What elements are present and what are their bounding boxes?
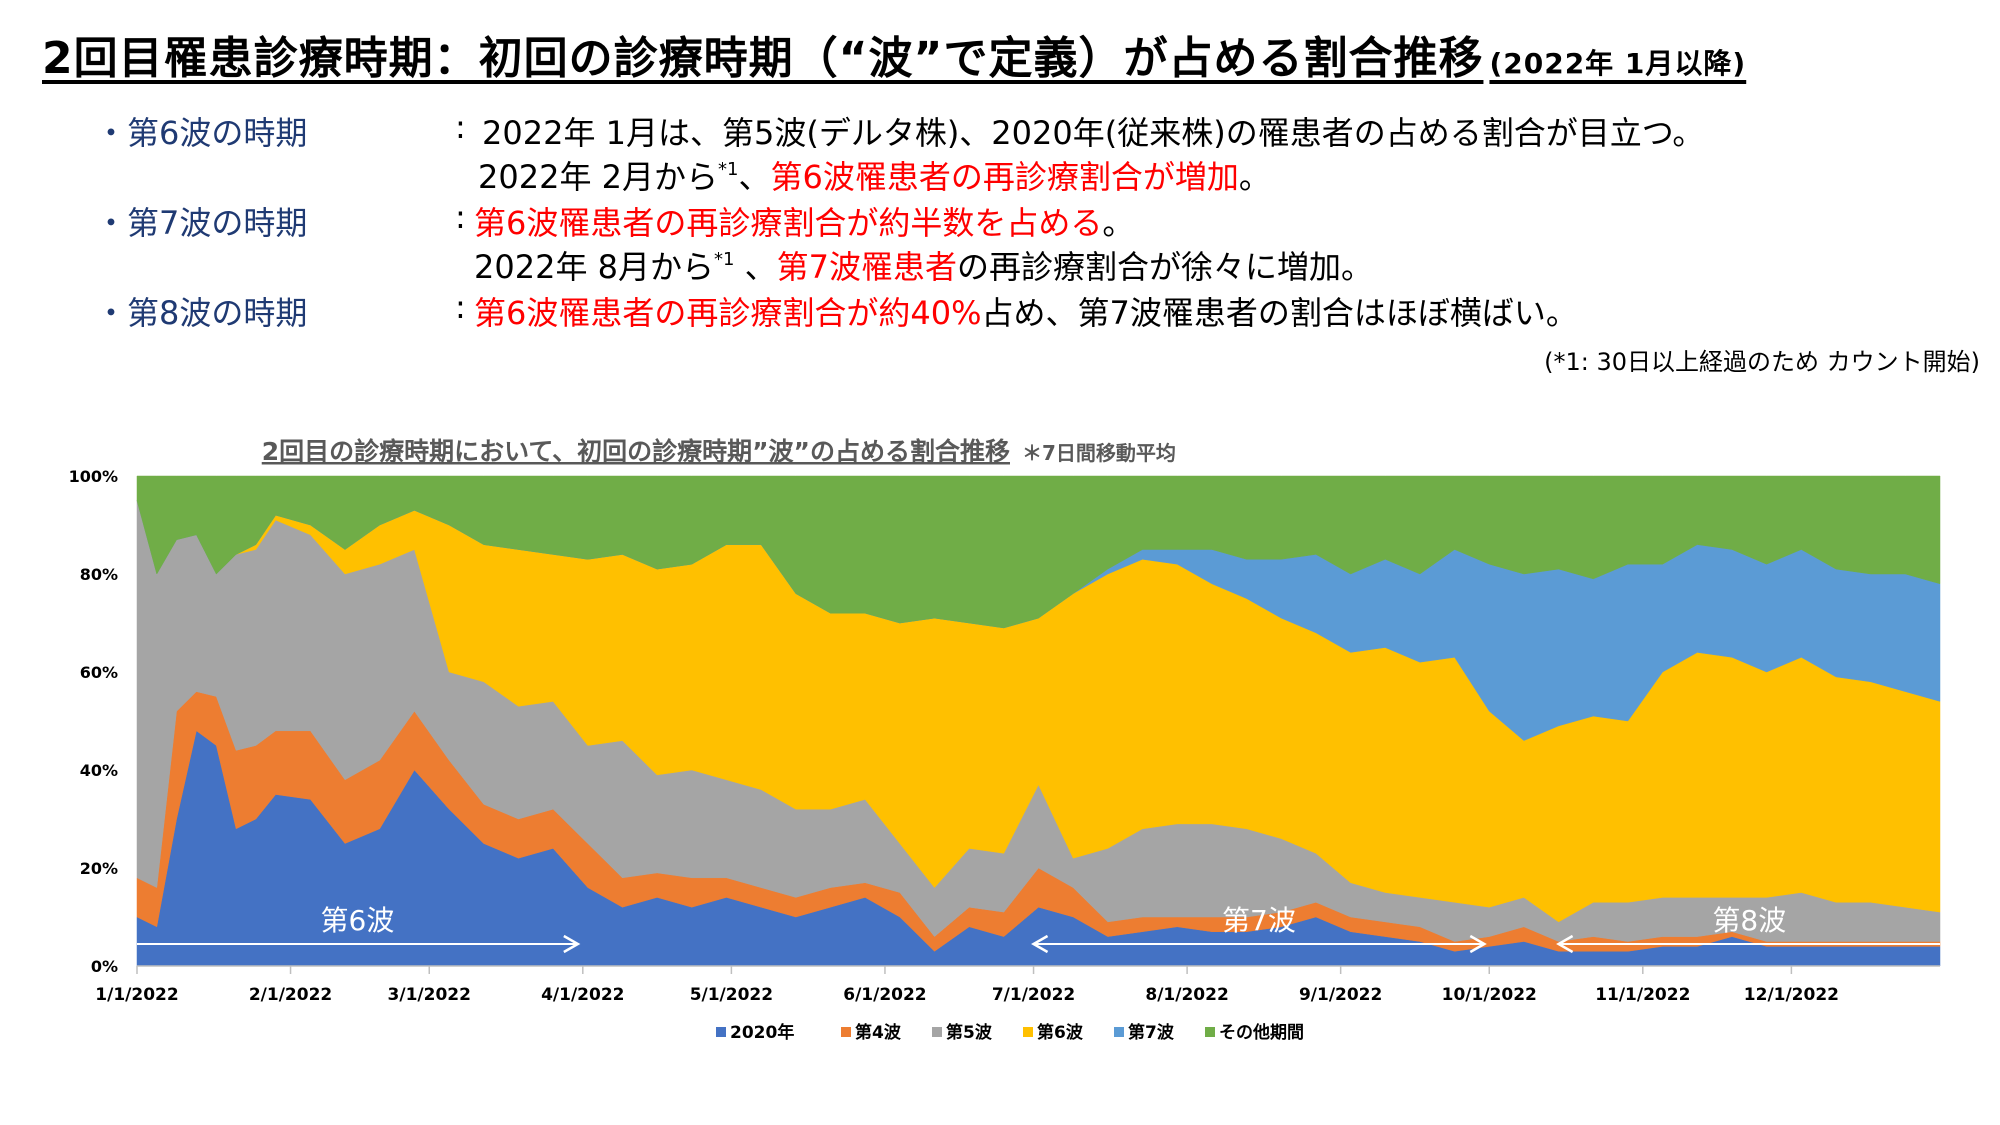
legend-label-4: 第7波 [1128,1022,1175,1043]
legend-label-2: 第5波 [946,1022,993,1043]
summary-bullets: ・第6波の時期 : 2022年 1月は、第5波(デルタ株)、2020年(従来株)… [0,0,2000,380]
area-series-5 [136,475,1941,629]
legend-swatch-0 [716,1027,726,1037]
x-tick-label: 1/1/2022 [95,985,178,1005]
x-tick-label: 5/1/2022 [690,985,773,1005]
legend-label-5: その他期間 [1219,1022,1304,1043]
x-tick-label: 7/1/2022 [992,985,1075,1005]
y-tick-label: 40% [80,761,118,780]
bullet-wave7-line1: 第6波罹患者の再診療割合が約半数を占める。 [474,204,1135,242]
wave-label-0: 第6波 [321,904,395,937]
legend-swatch-1 [841,1027,851,1037]
x-tick-label: 4/1/2022 [541,985,624,1005]
wave-arrow-head [1556,934,1574,954]
bullet-colon: : [455,108,466,146]
legend-label-3: 第6波 [1037,1022,1084,1043]
x-axis: 1/1/2022 2/1/2022 3/1/2022 4/1/2022 5/1/2022… [95,965,1940,1005]
page-title: 2回目罹患診療時期：初回の診療時期（“波”で定義）が占める割合推移 (2022年 … [42,33,1747,84]
y-tick-label: 20% [80,859,118,878]
area-series-group [136,475,1941,967]
chart-legend: 2020年 第4波 第5波 第6波 第7波 その他期間 [716,1022,1304,1043]
y-tick-label: 100% [69,467,118,486]
wave-arrow-head [1469,934,1487,954]
legend-swatch-5 [1205,1027,1215,1037]
legend-swatch-4 [1114,1027,1124,1037]
bullet-label-wave7: ・第7波の時期 [95,204,308,242]
x-tick-label: 9/1/2022 [1299,985,1382,1005]
bullet-wave7-line2: 2022年 8月から*1 、第7波罹患者の再診療割合が徐々に増加。 [474,248,1374,286]
y-tick-label: 0% [91,957,118,976]
bullet-wave6-line2: 2022年 2月から*1、第6波罹患者の再診療割合が増加。 [478,158,1271,196]
x-tick-label: 12/1/2022 [1744,985,1839,1005]
bullet-colon: : [455,198,466,236]
chart-title-note: ＊7日間移動平均 [1022,441,1176,465]
page-title-sub: (2022年 1月以降) [1489,47,1747,80]
legend-label-0: 2020年 [730,1022,794,1043]
bullet-wave8-line1: 第6波罹患者の再診療割合が約40%占め、第7波罹患者の割合はほぼ横ばい。 [474,294,1578,332]
x-tick-label: 10/1/2022 [1442,985,1537,1005]
legend-label-1: 第4波 [855,1022,902,1043]
footnote: (*1: 30日以上経過のため カウント開始) [1544,348,1980,376]
legend-swatch-3 [1023,1027,1033,1037]
wave-label-1: 第7波 [1222,904,1296,937]
chart-title-group: 2回目の診療時期において、初回の診療時期”波”の占める割合推移 ＊7日間移動平均 [262,437,1176,466]
y-axis: 0% 20% 40% 60% 80% 100% [69,467,118,976]
x-tick-label: 6/1/2022 [843,985,926,1005]
x-tick-label: 8/1/2022 [1145,985,1228,1005]
chart-title: 2回目の診療時期において、初回の診療時期”波”の占める割合推移 [262,437,1010,466]
bullet-label-wave6: ・第6波の時期 [95,114,308,152]
wave-label-2: 第8波 [1712,904,1786,937]
x-tick-label: 3/1/2022 [388,985,471,1005]
wave-arrow-head [563,934,581,954]
bullet-label-wave8: ・第8波の時期 [95,294,308,332]
wave-arrow-head [1031,934,1049,954]
x-tick-label: 11/1/2022 [1595,985,1690,1005]
y-tick-label: 80% [80,565,118,584]
x-tick-label: 2/1/2022 [249,985,332,1005]
legend-swatch-2 [932,1027,942,1037]
bullet-colon: : [455,288,466,326]
y-tick-label: 60% [80,663,118,682]
bullet-wave6-line1: 2022年 1月は、第5波(デルタ株)、2020年(従来株)の罹患者の占める割合… [482,114,1705,152]
wave-annotations: 第6波 第7波 第8波 [137,904,1940,954]
